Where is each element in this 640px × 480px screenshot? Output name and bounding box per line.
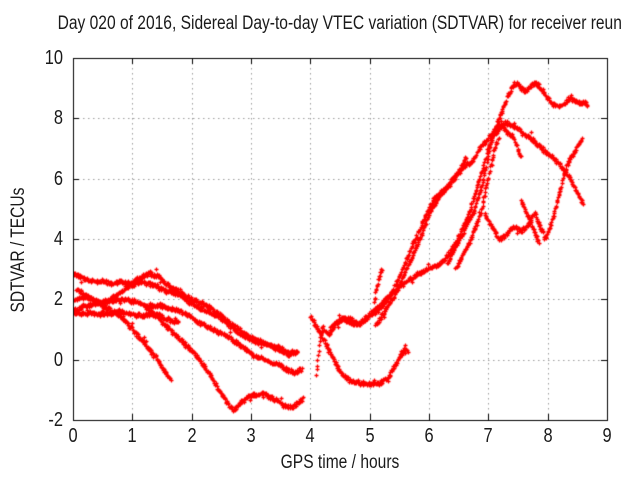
y-tick-label: 4 bbox=[53, 228, 63, 250]
x-tick-label: 4 bbox=[305, 425, 315, 447]
x-axis-label: GPS time / hours bbox=[280, 452, 400, 473]
y-tick-label: -2 bbox=[48, 409, 63, 431]
y-tick-label: 6 bbox=[53, 167, 63, 190]
x-tick-label: 3 bbox=[246, 425, 256, 447]
x-tick-label: 2 bbox=[187, 425, 197, 447]
chart-title: Day 020 of 2016, Sidereal Day-to-day VTE… bbox=[57, 13, 622, 34]
x-tick-label: 8 bbox=[543, 425, 553, 447]
x-tick-label: 1 bbox=[127, 425, 137, 447]
x-tick-label: 9 bbox=[602, 425, 612, 447]
y-tick-label: 0 bbox=[53, 348, 63, 371]
x-tick-label: 0 bbox=[68, 425, 78, 447]
y-tick-label: 2 bbox=[53, 288, 63, 311]
y-tick-label: 8 bbox=[53, 107, 63, 130]
x-tick-label: 6 bbox=[424, 425, 434, 447]
y-tick-label: 10 bbox=[44, 47, 63, 69]
x-tick-label: 5 bbox=[365, 425, 375, 447]
x-tick-label: 7 bbox=[483, 425, 493, 447]
